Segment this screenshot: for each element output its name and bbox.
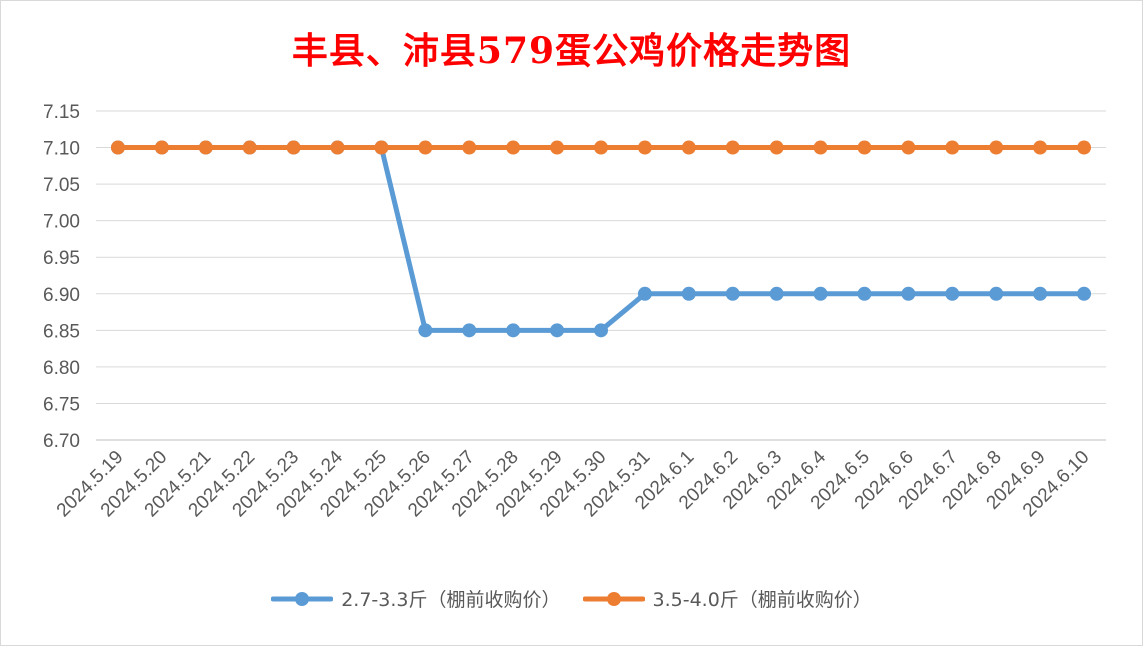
data-point[interactable] xyxy=(462,323,477,338)
x-axis-ticks: 2024.5.192024.5.202024.5.212024.5.222024… xyxy=(53,446,1094,521)
y-tick-label: 6.75 xyxy=(43,394,80,415)
data-point[interactable] xyxy=(330,140,345,155)
data-point[interactable] xyxy=(681,140,696,155)
data-point[interactable] xyxy=(637,140,652,155)
series-2 xyxy=(110,140,1092,155)
data-point[interactable] xyxy=(1033,286,1048,301)
y-tick-label: 7.00 xyxy=(43,212,80,233)
chart-title: 丰县、沛县579蛋公鸡价格走势图 xyxy=(291,30,852,72)
y-tick-label: 6.90 xyxy=(43,285,80,306)
y-tick-label: 7.10 xyxy=(43,139,80,160)
data-point[interactable] xyxy=(725,140,740,155)
data-point[interactable] xyxy=(637,286,652,301)
legend-label-series-2: 3.5-4.0斤（棚前收购价） xyxy=(652,589,872,611)
data-point[interactable] xyxy=(242,140,257,155)
legend: 2.7-3.3斤（棚前收购价） 3.5-4.0斤（棚前收购价） xyxy=(0,585,1143,612)
gridlines xyxy=(96,110,1106,441)
data-point[interactable] xyxy=(1077,286,1092,301)
data-point[interactable] xyxy=(418,140,433,155)
data-point[interactable] xyxy=(901,140,916,155)
data-point[interactable] xyxy=(989,140,1004,155)
data-point[interactable] xyxy=(418,323,433,338)
data-point[interactable] xyxy=(813,140,828,155)
data-point[interactable] xyxy=(681,286,696,301)
data-point[interactable] xyxy=(1077,140,1092,155)
data-point[interactable] xyxy=(989,286,1004,301)
data-point[interactable] xyxy=(1033,140,1048,155)
y-tick-label: 7.05 xyxy=(43,175,80,196)
data-point[interactable] xyxy=(857,286,872,301)
data-point[interactable] xyxy=(901,286,916,301)
data-point[interactable] xyxy=(769,286,784,301)
y-tick-label: 7.15 xyxy=(43,102,80,123)
data-point[interactable] xyxy=(594,323,608,338)
data-point[interactable] xyxy=(857,140,872,155)
data-point[interactable] xyxy=(154,140,169,155)
y-tick-label: 6.80 xyxy=(43,358,80,379)
series-line-1 xyxy=(115,145,1087,333)
legend-marker-series-1 xyxy=(271,591,334,606)
data-point[interactable] xyxy=(462,140,477,155)
data-point[interactable] xyxy=(594,140,608,155)
data-point[interactable] xyxy=(550,140,565,155)
legend-item-series-1[interactable]: 2.7-3.3斤（棚前收购价） xyxy=(271,585,561,612)
y-tick-label: 6.70 xyxy=(43,431,80,452)
y-tick-label: 6.85 xyxy=(43,321,80,342)
series-1 xyxy=(110,140,1092,338)
data-point[interactable] xyxy=(506,323,521,338)
data-point[interactable] xyxy=(374,140,389,155)
legend-label-series-1: 2.7-3.3斤（棚前收购价） xyxy=(341,589,561,611)
data-point[interactable] xyxy=(945,140,960,155)
data-point[interactable] xyxy=(813,286,828,301)
y-axis-ticks: 7.15 7.10 7.05 7.00 6.95 6.90 6.85 6.80 6.75 6.70 xyxy=(43,102,80,452)
y-tick-label: 6.95 xyxy=(43,248,80,269)
data-point[interactable] xyxy=(506,140,521,155)
data-point[interactable] xyxy=(286,140,301,155)
data-point[interactable] xyxy=(110,140,125,155)
data-point[interactable] xyxy=(725,286,740,301)
data-point[interactable] xyxy=(769,140,784,155)
data-point[interactable] xyxy=(198,140,213,155)
data-point[interactable] xyxy=(945,286,960,301)
legend-marker-series-2 xyxy=(582,591,645,606)
data-point[interactable] xyxy=(550,323,565,338)
series-layer xyxy=(110,140,1092,338)
legend-item-series-2[interactable]: 3.5-4.0斤（棚前收购价） xyxy=(582,585,872,612)
